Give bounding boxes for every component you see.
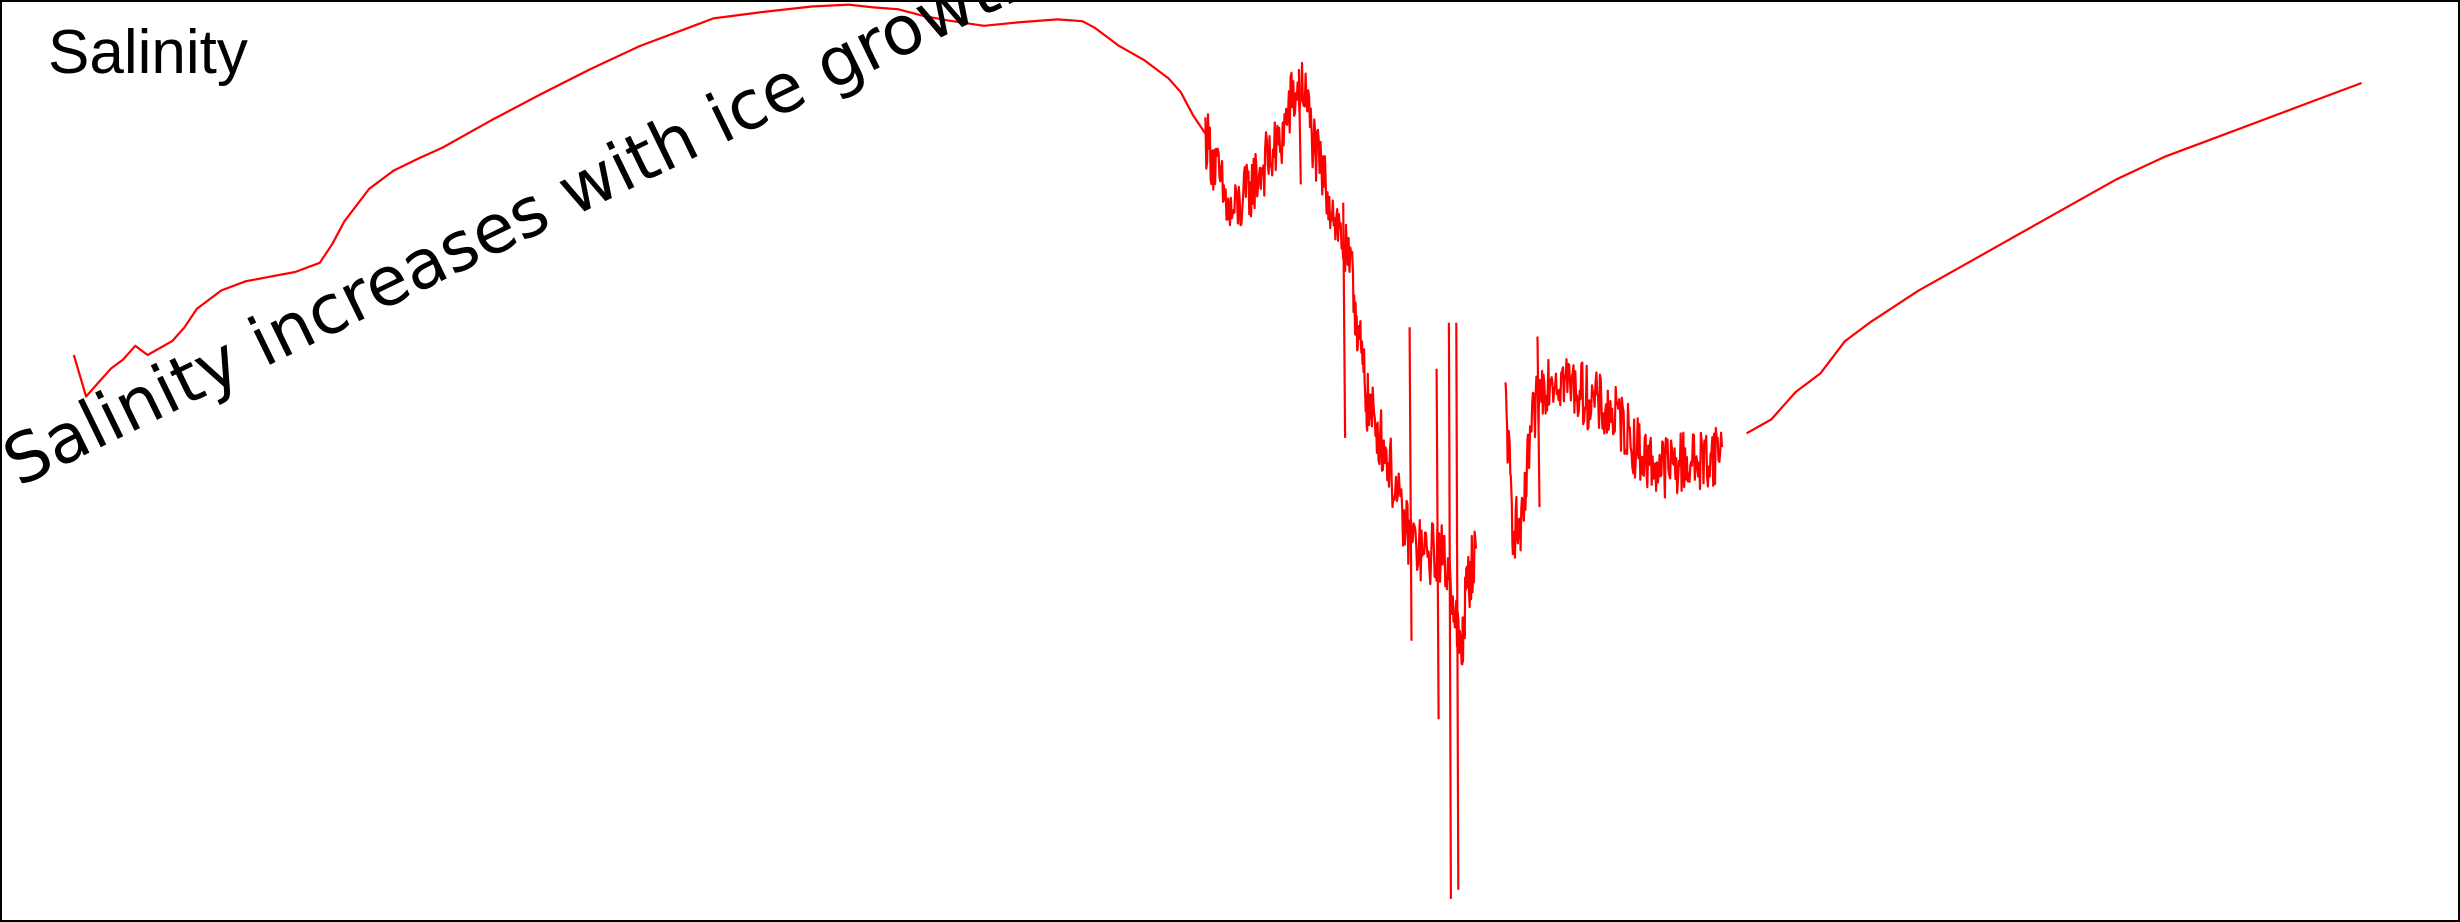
salinity-spike-4 bbox=[1455, 322, 1460, 890]
salinity-spike-2 bbox=[1435, 368, 1440, 720]
salinity-series-1 bbox=[72, 3, 1207, 398]
salinity-series-2 bbox=[1204, 61, 1478, 666]
salinity-spike-1 bbox=[1408, 327, 1413, 641]
salinity-spike-6 bbox=[1297, 69, 1302, 185]
chart-title: Salinity bbox=[48, 18, 248, 87]
salinity-series-4 bbox=[1746, 81, 2362, 435]
salinity-spike-5 bbox=[1536, 336, 1541, 508]
salinity-spike-3 bbox=[1447, 322, 1453, 899]
salinity-series-3 bbox=[1504, 358, 1724, 559]
salinity-spike-7 bbox=[1342, 202, 1347, 438]
